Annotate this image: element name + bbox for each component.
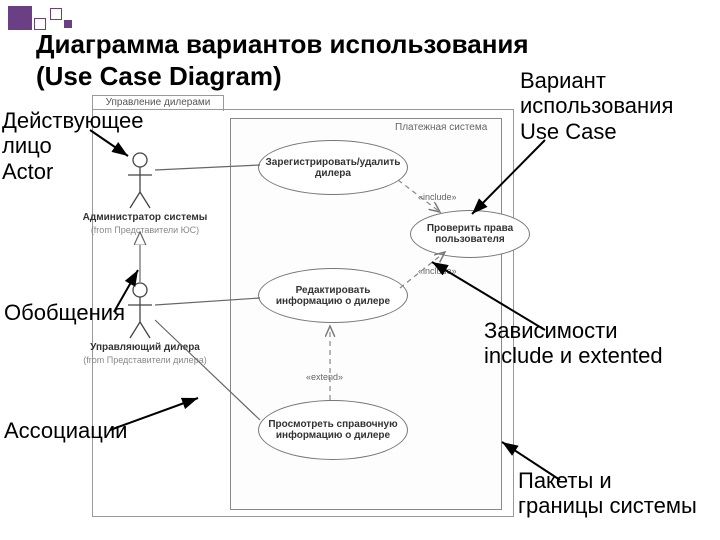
annotation-text: Use Case — [520, 119, 617, 144]
annotation-text: границы системы — [518, 493, 697, 518]
annotation-text: include и extented — [484, 343, 663, 368]
annotation-dependency: Зависимости include и extented — [484, 318, 663, 369]
annotation-text: Ассоциации — [4, 418, 127, 443]
page-title-line1: Диаграмма вариантов использования — [36, 30, 529, 60]
annotation-text: Actor — [2, 159, 53, 184]
annotation-text: Зависимости — [484, 318, 618, 343]
usecase-register: Зарегистрировать/удалить дилера — [258, 140, 408, 195]
annotation-text: Действующее — [2, 108, 144, 133]
actor-admin-sub: (from Представители ЮС) — [80, 225, 210, 235]
extend-label: «extend» — [306, 372, 343, 382]
usecase-edit: Редактировать информацию о дилере — [258, 268, 408, 323]
annotation-packages: Пакеты и границы системы — [518, 468, 697, 519]
include-label-2: «include» — [418, 266, 457, 276]
page-title-line2: (Use Case Diagram) — [36, 62, 282, 92]
actor-admin-label: Администратор системы — [80, 212, 210, 223]
usecase-view: Просмотреть справочную информацию о диле… — [258, 400, 408, 460]
annotation-text: использования — [520, 93, 673, 118]
annotation-text: Пакеты и — [518, 468, 612, 493]
system-boundary-label: Платежная система — [395, 122, 487, 133]
slide: Диаграмма вариантов использования (Use C… — [0, 0, 720, 540]
annotation-text: Обобщения — [4, 300, 125, 325]
annotation-usecase: Вариант использования Use Case — [520, 68, 673, 144]
actor-manager-sub: (from Представители дилера) — [80, 355, 210, 365]
annotation-generalization: Обобщения — [4, 300, 125, 325]
annotation-association: Ассоциации — [4, 418, 127, 443]
actor-manager-label: Управляющий дилера — [80, 342, 210, 353]
annotation-text: лицо — [2, 133, 52, 158]
decor-square — [50, 8, 62, 20]
annotation-text: Вариант — [520, 68, 606, 93]
usecase-check-rights: Проверить права пользователя — [410, 210, 530, 258]
annotation-actor: Действующее лицо Actor — [2, 108, 144, 184]
decor-square — [64, 20, 72, 28]
decor-square — [8, 6, 32, 30]
include-label-1: «include» — [418, 192, 457, 202]
